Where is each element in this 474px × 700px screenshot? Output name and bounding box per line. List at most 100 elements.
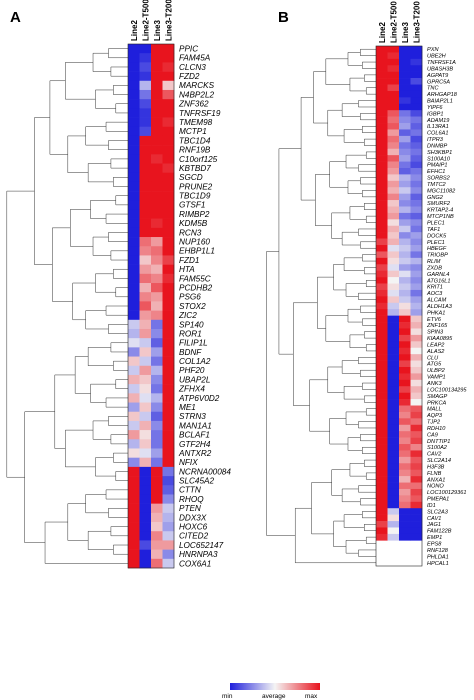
gene-label: TJP2 <box>427 420 441 426</box>
legend-average-label: average <box>262 693 286 700</box>
dendrogram-branch <box>341 488 361 503</box>
heatmap-cell <box>128 135 140 146</box>
heatmap-cell <box>162 172 175 183</box>
panel-label-b: B <box>278 9 289 26</box>
heatmap-cell <box>387 219 400 227</box>
dendrogram-branch <box>113 268 128 279</box>
heatmap-cell <box>387 283 400 291</box>
gene-label: MCTP1 <box>179 127 207 136</box>
column-label: Line2 <box>378 22 387 43</box>
heatmap-cell <box>376 212 388 220</box>
heatmap-cell <box>387 527 400 535</box>
heatmap-cell <box>162 237 175 247</box>
heatmap-cell <box>410 296 423 304</box>
gene-label: SORBS2 <box>427 176 451 182</box>
heatmap-cell <box>376 527 388 535</box>
heatmap-cell <box>376 328 388 336</box>
gene-label: ATG5 <box>426 362 442 368</box>
gene-label: BCLAF1 <box>179 431 210 440</box>
heatmap-cell <box>387 116 400 124</box>
heatmap-cell <box>410 90 423 98</box>
dendrogram-branch <box>113 85 128 95</box>
heatmap-cell <box>387 469 400 477</box>
heatmap-cell <box>162 145 175 155</box>
heatmap-cell <box>162 356 175 367</box>
heatmap-cell <box>399 289 411 297</box>
gene-label: PHF20 <box>179 366 205 375</box>
heatmap-cell <box>376 78 388 85</box>
dendrogram-branch <box>365 87 376 95</box>
heatmap-cell <box>387 65 400 72</box>
gene-label: AOC3 <box>426 291 443 297</box>
heatmap-cell <box>399 264 411 271</box>
gene-label: SH3KBP1 <box>427 150 452 156</box>
gene-label: ULBP2 <box>427 368 446 374</box>
heatmap-cell <box>387 424 400 432</box>
heatmap-cell <box>376 90 388 98</box>
heatmap-cell <box>139 328 152 339</box>
dendrogram-branch <box>364 524 376 531</box>
gene-label: PXN <box>427 47 439 53</box>
heatmap-cell <box>139 457 152 468</box>
heatmap-cell <box>128 255 140 265</box>
heatmap-cell <box>387 411 400 419</box>
heatmap-cell <box>376 495 388 503</box>
heatmap-cell <box>128 218 140 229</box>
heatmap-cell <box>399 103 411 111</box>
heatmap-cell <box>410 527 423 535</box>
dendrogram-branch <box>345 283 367 297</box>
gene-label: HTA <box>179 265 195 274</box>
gene-label: TMEM98 <box>179 118 213 127</box>
heatmap-cell <box>128 549 140 560</box>
heatmap-cell <box>151 218 163 229</box>
heatmap-cell <box>151 430 163 440</box>
heatmap-cell <box>128 522 140 532</box>
heatmap-cell <box>162 218 175 229</box>
gene-label: ALAS2 <box>426 349 445 355</box>
heatmap-cell <box>410 97 423 105</box>
heatmap-cell <box>376 373 388 381</box>
heatmap-cell <box>387 245 400 252</box>
heatmap-cell <box>128 402 140 413</box>
color-legend: min average max <box>222 683 320 700</box>
heatmap-cell <box>399 245 411 252</box>
heatmap-cell <box>151 181 163 192</box>
heatmap-cell <box>376 302 388 310</box>
heatmap-cell <box>151 246 163 256</box>
dendrogram-branch <box>360 305 376 313</box>
heatmap-cell <box>376 283 388 291</box>
heatmap-cell <box>376 289 388 297</box>
heatmap-cell <box>162 393 175 403</box>
heatmap-cell <box>376 97 388 105</box>
heatmap-cell <box>128 181 140 192</box>
heatmap-cell <box>162 430 175 440</box>
dendrogram-branch <box>315 174 332 227</box>
heatmap-cell <box>387 52 400 60</box>
heatmap-cell <box>128 558 140 569</box>
heatmap-cell <box>151 448 163 458</box>
heatmap-cell <box>376 386 388 393</box>
heatmap-cell <box>376 476 388 483</box>
heatmap-cell <box>139 347 152 357</box>
gene-label: ZXDB <box>426 265 442 271</box>
heatmap-cell <box>399 193 411 201</box>
heatmap-cell <box>128 310 140 321</box>
dendrogram-branch <box>95 89 116 109</box>
heatmap-cell <box>399 488 411 496</box>
heatmap-cell <box>399 90 411 98</box>
heatmap-cell <box>387 225 400 233</box>
heatmap-cell <box>139 310 152 321</box>
heatmap-cell <box>399 257 411 265</box>
heatmap-cell <box>387 309 400 316</box>
heatmap-cell <box>151 393 163 403</box>
heatmap-cell <box>162 191 175 201</box>
heatmap-cell <box>376 347 388 355</box>
heatmap-cell <box>410 386 423 393</box>
heatmap-cell <box>151 439 163 449</box>
heatmap-cell <box>376 52 388 60</box>
heatmap-cell <box>387 135 400 143</box>
dendrogram-branch <box>87 347 114 367</box>
dendrogram-branch <box>92 52 111 72</box>
heatmap-cell <box>399 527 411 535</box>
